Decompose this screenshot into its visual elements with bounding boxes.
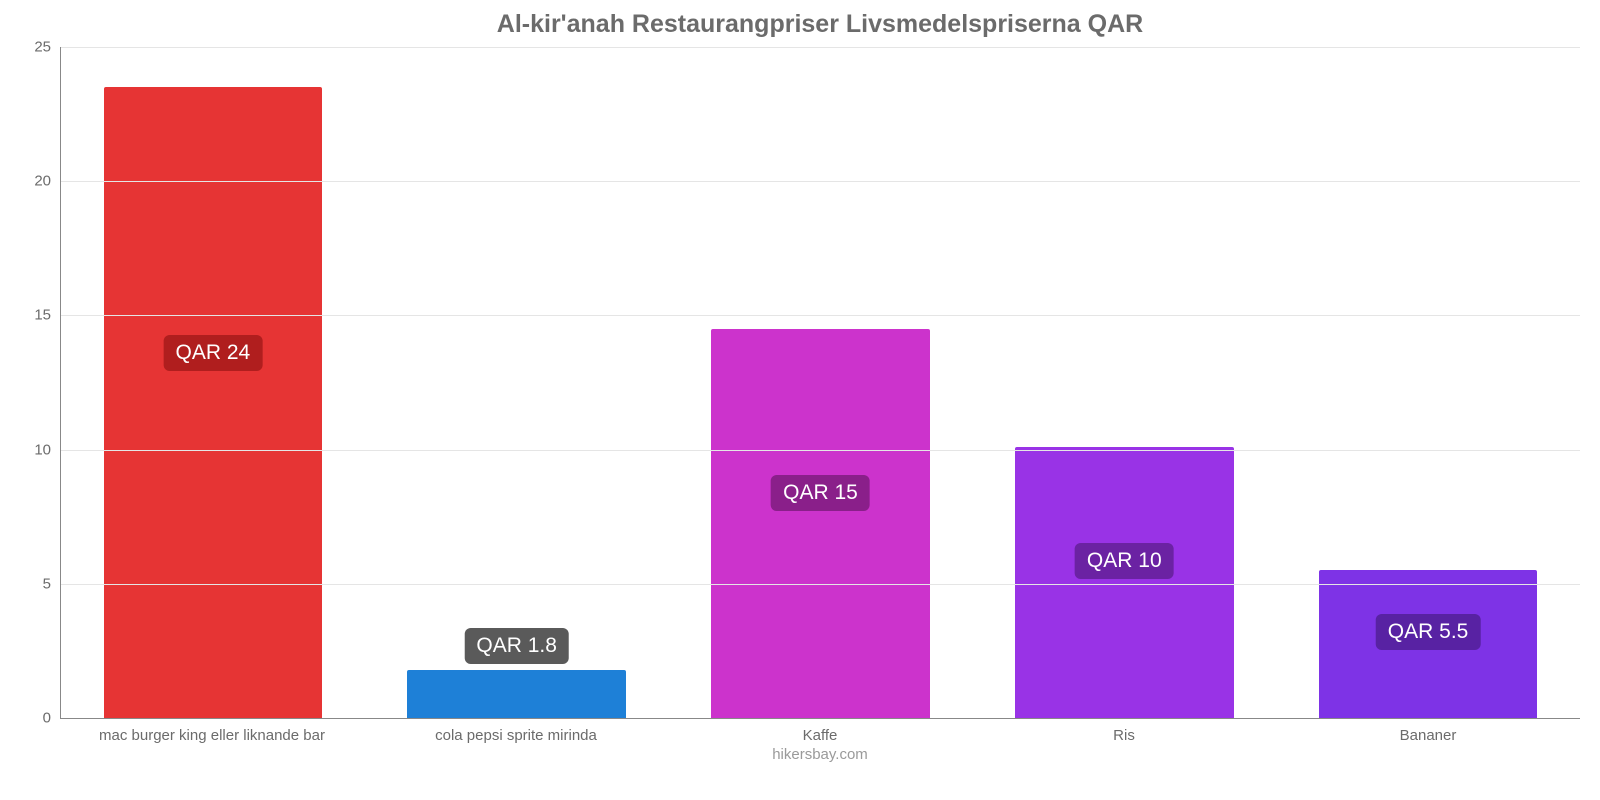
ytick-label: 10 (34, 441, 61, 458)
x-axis-label: Ris (972, 719, 1276, 744)
bar: QAR 15 (711, 329, 930, 718)
bar: QAR 10 (1015, 447, 1234, 718)
plot-area: QAR 24QAR 1.8QAR 15QAR 10QAR 5.5 0510152… (60, 47, 1580, 719)
ytick-label: 0 (43, 710, 61, 727)
ytick-label: 20 (34, 173, 61, 190)
gridline (61, 47, 1580, 48)
bar-slot: QAR 5.5 (1276, 47, 1580, 718)
ytick-label: 5 (43, 575, 61, 592)
ytick-label: 15 (34, 307, 61, 324)
bar-value-label: QAR 10 (1075, 543, 1174, 579)
x-axis-label: cola pepsi sprite mirinda (364, 719, 668, 744)
bar-slot: QAR 1.8 (365, 47, 669, 718)
gridline (61, 450, 1580, 451)
bar-value-label: QAR 24 (164, 335, 263, 371)
chart-title: Al-kir'anah Restaurangpriser Livsmedelsp… (60, 10, 1580, 39)
bar-value-label: QAR 15 (771, 475, 870, 511)
bar: QAR 1.8 (407, 670, 626, 718)
bar-slot: QAR 10 (972, 47, 1276, 718)
gridline (61, 315, 1580, 316)
bar: QAR 5.5 (1319, 570, 1538, 718)
price-bar-chart: Al-kir'anah Restaurangpriser Livsmedelsp… (0, 0, 1600, 800)
bar-slot: QAR 15 (669, 47, 973, 718)
bar-slot: QAR 24 (61, 47, 365, 718)
gridline (61, 584, 1580, 585)
x-axis-label: Bananer (1276, 719, 1580, 744)
x-axis-labels: mac burger king eller liknande barcola p… (60, 719, 1580, 744)
attribution-text: hikersbay.com (60, 744, 1580, 763)
x-axis-label: mac burger king eller liknande bar (60, 719, 364, 744)
x-axis-label: Kaffe (668, 719, 972, 744)
bar-value-label: QAR 5.5 (1376, 614, 1481, 650)
bars-container: QAR 24 QAR 1.8 QAR 15 QAR 10 QAR 5.5 (61, 47, 1580, 718)
ytick-label: 25 (34, 39, 61, 56)
bar-value-label: QAR 1.8 (464, 628, 569, 664)
gridline (61, 181, 1580, 182)
